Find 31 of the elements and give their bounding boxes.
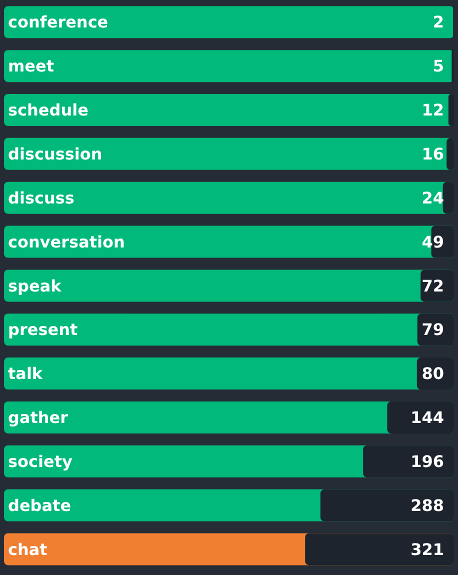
bar <box>442 182 454 214</box>
y-tick-label: conversation <box>8 232 125 252</box>
y-tick-label: talk <box>8 364 43 384</box>
y-tick-label: debate <box>8 496 72 515</box>
y-tick-label: gather <box>8 408 68 428</box>
y-tick-label: present <box>8 320 78 340</box>
data-label: 144 <box>410 408 444 428</box>
bar <box>320 489 454 522</box>
bar <box>363 445 454 478</box>
data-label: 321 <box>410 540 444 559</box>
y-tick-label: meet <box>8 56 54 76</box>
data-label: 72 <box>422 276 444 296</box>
data-label: 2 <box>432 12 444 32</box>
y-tick-label: conference <box>8 12 108 32</box>
bar <box>448 94 454 126</box>
y-tick-label: society <box>8 452 73 471</box>
data-label: 79 <box>422 320 444 340</box>
y-tick-label: discussion <box>8 144 102 164</box>
data-label: 288 <box>410 496 444 515</box>
data-label: 196 <box>410 452 444 471</box>
y-tick-label: discuss <box>8 188 74 208</box>
bar <box>387 401 454 434</box>
data-label: 16 <box>422 144 444 164</box>
data-label: 80 <box>422 364 444 384</box>
y-tick-label: schedule <box>8 100 89 120</box>
bar <box>305 533 454 566</box>
data-label: 5 <box>432 56 444 76</box>
bar <box>446 138 454 170</box>
data-label: 12 <box>422 100 444 120</box>
y-tick-label: speak <box>8 276 62 296</box>
y-tick-label: chat <box>8 540 48 559</box>
